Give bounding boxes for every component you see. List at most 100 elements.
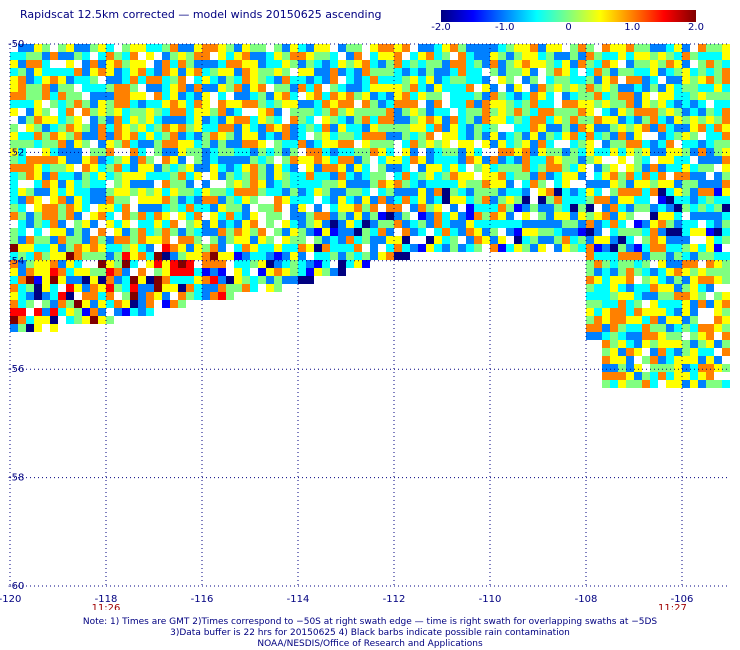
wind-cell	[370, 84, 378, 92]
wind-cell	[58, 228, 66, 236]
wind-cell	[618, 380, 626, 388]
wind-cell	[146, 108, 154, 116]
wind-cell	[586, 276, 594, 284]
wind-cell	[650, 108, 658, 116]
wind-cell	[546, 92, 554, 100]
wind-cell	[18, 292, 26, 300]
wind-cell	[218, 92, 226, 100]
wind-cell	[66, 100, 74, 108]
wind-cell	[218, 140, 226, 148]
wind-cell	[714, 124, 722, 132]
wind-cell	[722, 204, 730, 212]
wind-cell	[610, 108, 618, 116]
wind-cell	[594, 284, 602, 292]
wind-cell	[650, 124, 658, 132]
wind-cell	[586, 116, 594, 124]
wind-cell	[138, 100, 146, 108]
wind-cell	[10, 188, 18, 196]
note-line-1: Note: 1) Times are GMT 2)Times correspon…	[82, 617, 658, 627]
wind-cell	[474, 76, 482, 84]
wind-cell	[658, 244, 666, 252]
wind-cell	[714, 196, 722, 204]
wind-cell	[474, 116, 482, 124]
wind-cell	[706, 364, 714, 372]
wind-cell	[266, 108, 274, 116]
wind-cell	[170, 156, 178, 164]
wind-cell	[82, 132, 90, 140]
wind-cell	[242, 260, 250, 268]
wind-cell	[722, 268, 730, 276]
wind-cell	[498, 164, 506, 172]
wind-cell	[682, 172, 690, 180]
wind-cell	[658, 276, 666, 284]
wind-cell	[50, 252, 58, 260]
wind-cell	[682, 236, 690, 244]
wind-cell	[202, 252, 210, 260]
wind-cell	[610, 140, 618, 148]
wind-cell	[258, 244, 266, 252]
wind-cell	[418, 180, 426, 188]
wind-cell	[426, 60, 434, 68]
wind-cell	[378, 180, 386, 188]
wind-cell	[178, 268, 186, 276]
wind-cell	[610, 268, 618, 276]
wind-cell	[698, 356, 706, 364]
wind-cell	[82, 60, 90, 68]
wind-cell	[122, 204, 130, 212]
wind-cell	[274, 196, 282, 204]
wind-cell	[618, 204, 626, 212]
wind-cell	[450, 100, 458, 108]
wind-cell	[282, 268, 290, 276]
wind-cell	[274, 68, 282, 76]
wind-cell	[722, 332, 730, 340]
wind-cell	[698, 284, 706, 292]
wind-cell	[618, 324, 626, 332]
wind-cell	[554, 44, 562, 52]
wind-cell	[658, 228, 666, 236]
wind-cell	[602, 332, 610, 340]
wind-cell	[202, 92, 210, 100]
wind-cell	[386, 108, 394, 116]
wind-cell	[650, 220, 658, 228]
wind-cell	[322, 188, 330, 196]
wind-cell	[682, 300, 690, 308]
wind-cell	[698, 300, 706, 308]
wind-cell	[58, 300, 66, 308]
wind-cell	[442, 76, 450, 84]
wind-cell	[170, 84, 178, 92]
wind-cell	[122, 252, 130, 260]
wind-cell	[594, 180, 602, 188]
wind-cell	[298, 132, 306, 140]
wind-cell	[74, 196, 82, 204]
wind-cell	[194, 116, 202, 124]
wind-cell	[122, 156, 130, 164]
wind-cell	[650, 228, 658, 236]
wind-cell	[650, 212, 658, 220]
wind-cell	[74, 100, 82, 108]
wind-cell	[642, 284, 650, 292]
wind-cell	[274, 116, 282, 124]
wind-cell	[578, 84, 586, 92]
wind-cell	[338, 252, 346, 260]
wind-cell	[210, 204, 218, 212]
wind-cell	[722, 196, 730, 204]
wind-cell	[18, 220, 26, 228]
wind-cell	[450, 76, 458, 84]
wind-cell	[194, 124, 202, 132]
wind-cell	[690, 76, 698, 84]
wind-cell	[522, 140, 530, 148]
wind-cell	[266, 52, 274, 60]
wind-cell	[282, 100, 290, 108]
wind-cell	[538, 124, 546, 132]
wind-cell	[202, 188, 210, 196]
wind-cell	[402, 84, 410, 92]
wind-cell	[106, 268, 114, 276]
wind-cell	[162, 132, 170, 140]
wind-cell	[162, 236, 170, 244]
wind-cell	[154, 292, 162, 300]
wind-cell	[522, 132, 530, 140]
wind-cell	[82, 100, 90, 108]
wind-cell	[146, 196, 154, 204]
wind-cell	[210, 284, 218, 292]
wind-cell	[522, 52, 530, 60]
